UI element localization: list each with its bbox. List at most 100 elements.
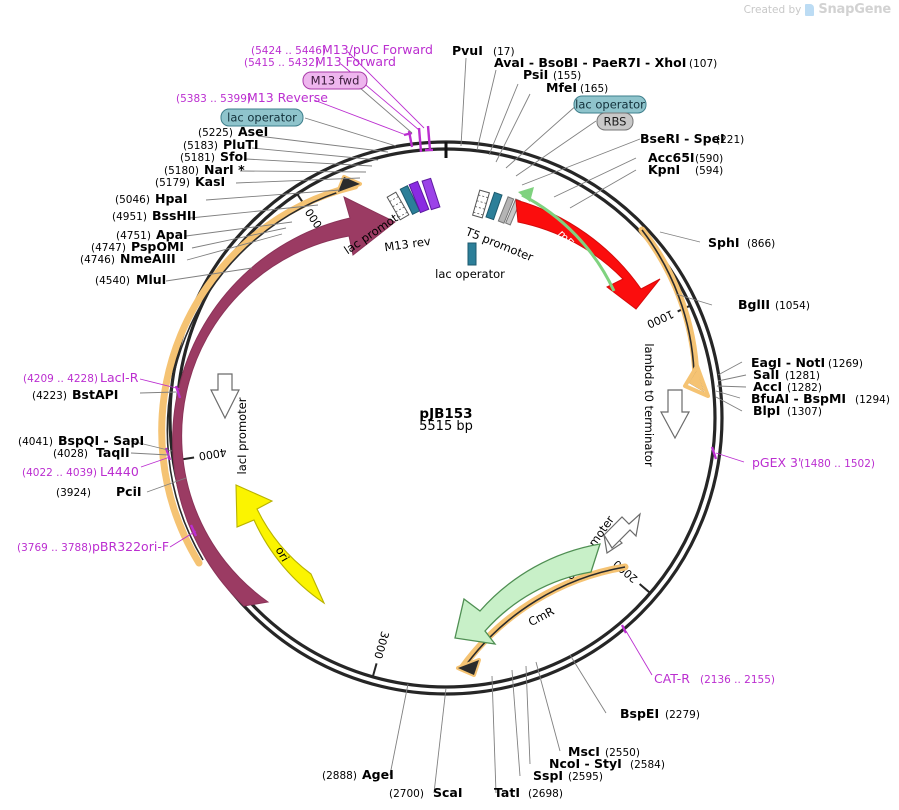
feature-lacI-promoter[interactable]: lacI promoter (210, 373, 249, 474)
enzyme-MscI: MscI (2550) (568, 744, 640, 759)
enzyme-name: KasI (195, 174, 225, 189)
enzyme-AgeI: (2888) AgeI (322, 767, 394, 782)
feature-label-lambda-t0: lambda t0 terminator (642, 343, 656, 467)
enzyme-BspEI: BspEI (2279) (620, 706, 700, 721)
enzyme-BssHII: (4951) BssHII (112, 208, 196, 223)
enzyme-name: MfeI (546, 80, 577, 95)
enzyme-pos: (4747) (91, 242, 126, 254)
enzyme-pos: (2550) (605, 747, 640, 759)
enzyme-ScaI: (2700) ScaI (389, 785, 463, 800)
primer-pgex-3: pGEX 3' (1480 .. 1502) (752, 455, 875, 470)
enzyme-pos: (590) (695, 153, 723, 165)
enzyme-name: ApaI (156, 227, 188, 242)
enzyme-pos: (4223) (32, 390, 67, 402)
primer-range: (1480 .. 1502) (800, 458, 875, 470)
enzyme-pos: (221) (716, 134, 744, 146)
primer-ticks (164, 125, 718, 634)
enzyme-name: NarI * (204, 162, 245, 177)
enzyme-KpnI: KpnI (594) (648, 162, 723, 177)
orf-arrow-mEos3-2 (518, 187, 616, 292)
feature-mEos3-2[interactable]: mEos3.2 (515, 199, 661, 310)
badge-lac-operator-top[interactable]: lac operator (220, 108, 304, 127)
enzyme-pos: (1054) (775, 300, 810, 312)
enzyme-pos: (1282) (787, 382, 822, 394)
enzyme-AccI: AccI (1282) (753, 379, 822, 394)
enzyme-labels-right[interactable]: PvuI (17) AvaI - BsoBI - PaeR7I - XhoI (… (452, 43, 890, 800)
primer-name: M13/pUC Forward (322, 42, 433, 57)
enzyme-labels-left[interactable]: (2700) ScaI (2888) AgeI (3924) PciI (402… (18, 124, 463, 800)
enzyme-pos: (17) (493, 46, 515, 58)
enzyme-name: BspQI - SapI (58, 433, 144, 448)
enzyme-name: BlpI (753, 403, 780, 418)
enzyme-pos: (4751) (116, 230, 151, 242)
feature-box-cluster-left[interactable] (386, 177, 441, 221)
primer-range: (2136 .. 2155) (700, 674, 775, 686)
enzyme-pos: (4746) (80, 254, 115, 266)
enzyme-BfuAI-BspMI: BfuAI - BspMI (1294) (751, 391, 890, 406)
enzyme-name: NcoI - StyI (549, 756, 622, 771)
enzyme-name: PvuI (452, 43, 483, 58)
feature-label-lacI: lacI (267, 288, 289, 311)
enzyme-name: PspOMI (131, 239, 184, 254)
enzyme-pos: (2700) (389, 788, 424, 800)
primer-labels[interactable]: (5424 .. 5446) M13/pUC Forward (5415 .. … (17, 42, 875, 686)
enzyme-pos: (4540) (95, 275, 130, 287)
enzyme-name: AvaI - BsoBI - PaeR7I - XhoI (494, 55, 686, 70)
enzyme-name: MluI (136, 272, 166, 287)
feature-CmR[interactable]: CmR (454, 543, 601, 645)
badge-M13-fwd[interactable]: M13 fwd (302, 71, 368, 90)
plasmid-title-group: pJB153 5515 bp (419, 406, 473, 434)
enzyme-BseRI-SpeI: BseRI - SpeI (221) (640, 131, 744, 146)
primer-name: L4440 (100, 464, 139, 479)
enzyme-name: SalI (753, 367, 779, 382)
enzyme-NcoI-StyI: NcoI - StyI (2584) (549, 756, 665, 771)
enzyme-AseI: (5225) AseI (198, 124, 268, 139)
enzyme-pos: (2279) (665, 709, 700, 721)
badge-lac-operator-right[interactable]: lac operator (573, 95, 647, 114)
enzyme-pos: (1269) (828, 358, 863, 370)
leader-lines (130, 51, 747, 794)
watermark-prefix: Created by (743, 3, 802, 16)
enzyme-SfoI: (5181) SfoI (180, 149, 248, 164)
primer-range: (5424 .. 5446) (251, 45, 326, 57)
enzyme-TatI: TatI (2698) (494, 785, 563, 800)
enzyme-KasI: (5179) KasI (155, 174, 225, 189)
badge-RBS[interactable]: RBS (596, 112, 634, 131)
enzyme-name: AccI (753, 379, 782, 394)
enzyme-SalI: SalI (1281) (753, 367, 820, 382)
primer-m13-reverse: (5383 .. 5399) M13 Reverse (176, 90, 328, 105)
enzyme-pos: (2888) (322, 770, 357, 782)
enzyme-pos: (165) (580, 83, 608, 95)
enzyme-name: AseI (238, 124, 268, 139)
enzyme-pos: (1307) (787, 406, 822, 418)
primer-m13-forward: (5415 .. 5432) M13 Forward (244, 54, 396, 69)
enzyme-name: TaqII (96, 445, 130, 460)
enzyme-name: PluTI (223, 137, 259, 152)
enzyme-name: BspEI (620, 706, 659, 721)
enzyme-pos: (5179) (155, 177, 190, 189)
enzyme-name: MscI (568, 744, 600, 759)
svg-text:1000: 1000 (645, 307, 676, 331)
enzyme-name: SfoI (220, 149, 248, 164)
badge-label-m13-fwd: M13 fwd (311, 74, 360, 88)
enzyme-PspOMI: (4747) PspOMI (91, 239, 184, 254)
enzyme-pos: (4028) (53, 448, 88, 460)
feature-lac-operator-inner[interactable]: lac operator (435, 242, 505, 281)
feature-box-cluster-right[interactable] (471, 189, 522, 226)
enzyme-name: EagI - NotI (751, 355, 825, 370)
enzyme-PsiI: PsiI (155) (523, 67, 581, 82)
enzyme-PluTI: (5183) PluTI (183, 137, 259, 152)
enzyme-NarI: (5180) NarI * (164, 162, 245, 177)
enzyme-pos: (2698) (528, 788, 563, 800)
primer-name: CAT-R (654, 671, 690, 686)
enzyme-name: AgeI (362, 767, 394, 782)
feature-ori[interactable]: ori (235, 484, 326, 605)
enzyme-name: Acc65I (648, 150, 695, 165)
badge-label-rbs: RBS (604, 115, 627, 129)
feature-lambda-t0-terminator[interactable]: lambda t0 terminator (642, 343, 691, 467)
enzyme-name: BglII (738, 297, 770, 312)
badge-label-lac-operator: lac operator (227, 111, 297, 125)
primer-range: (3769 .. 3788) (17, 542, 92, 554)
primer-range: (4022 .. 4039) (22, 467, 97, 479)
